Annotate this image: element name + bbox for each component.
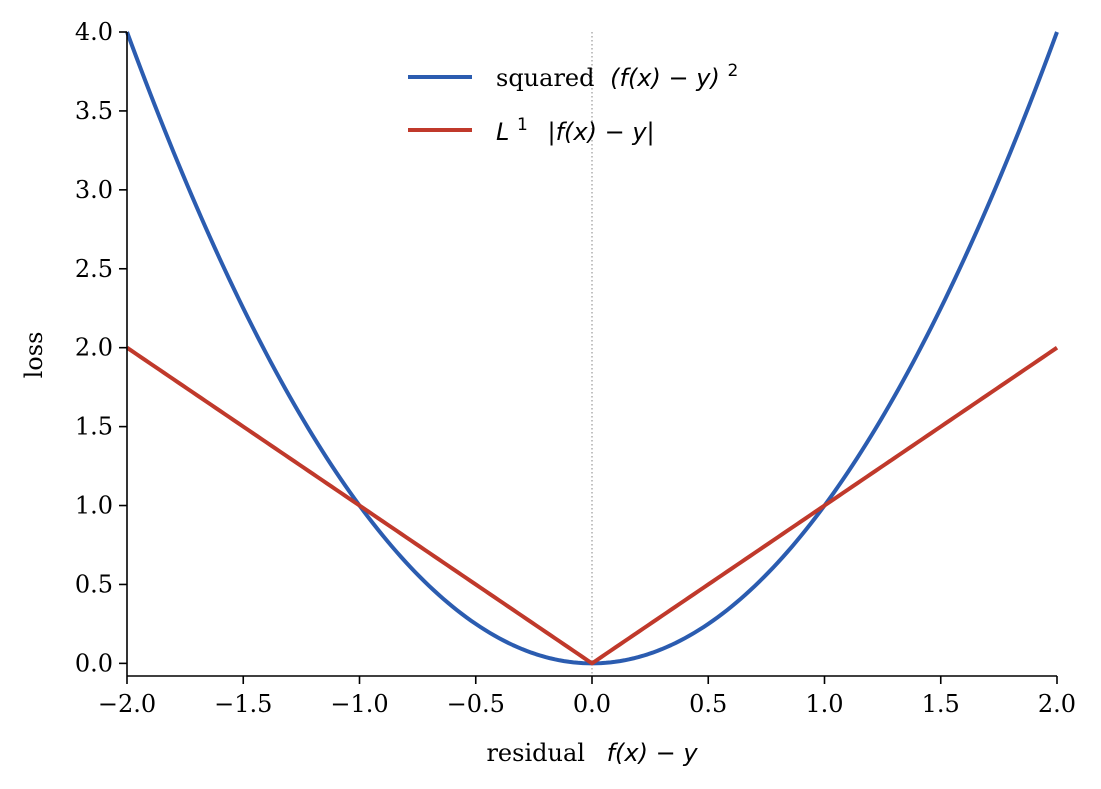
x-tick-label: 0.0	[573, 690, 611, 718]
y-tick-label: 0.5	[75, 570, 113, 598]
x-axis-title: residual f(x) − y	[486, 739, 698, 767]
legend-label-squared: squared (f(x) − y) 2	[496, 61, 738, 92]
x-tick-label: −1.0	[330, 690, 388, 718]
x-tick-label: −1.5	[214, 690, 272, 718]
legend-squared-math: (f(x) − y)	[610, 64, 720, 92]
x-axis-title-math: f(x) − y	[607, 739, 699, 767]
x-axis-title-text: residual	[486, 739, 584, 767]
y-tick-label: 0.0	[75, 649, 113, 677]
y-tick-label: 1.5	[75, 413, 113, 441]
y-tick-label: 4.0	[75, 18, 113, 46]
x-tick-label: −0.5	[447, 690, 505, 718]
x-tick-label: 0.5	[689, 690, 727, 718]
plot-area	[125, 31, 1059, 676]
x-tick-label: 1.5	[922, 690, 960, 718]
legend-squared-prefix: squared	[496, 64, 594, 92]
legend-l1-L: L	[496, 118, 509, 146]
y-tick-label: 3.0	[75, 176, 113, 204]
y-tick-label: 2.0	[75, 334, 113, 362]
ticks: −2.0 −1.5 −1.0 −0.5 0.0 0.5 1.0 1.5 2.0 0.0 0.5 1.0…	[75, 18, 1076, 718]
legend-squared-sup: 2	[727, 61, 738, 81]
x-tick-label: −2.0	[98, 690, 156, 718]
x-tick-label: 1.0	[805, 690, 843, 718]
legend-label-l1: L 1 |f(x) − y|	[496, 115, 655, 146]
y-axis-title: loss	[20, 332, 48, 379]
y-tick-label: 2.5	[75, 255, 113, 283]
y-tick-label: 1.0	[75, 492, 113, 520]
legend: squared (f(x) − y) 2 L 1 |f(x) − y|	[408, 61, 738, 146]
legend-l1-sup: 1	[517, 115, 528, 135]
legend-l1-math: |f(x) − y|	[547, 118, 654, 146]
y-tick-label: 3.5	[75, 97, 113, 125]
series-line-l1	[125, 346, 1059, 666]
x-tick-label: 2.0	[1038, 690, 1076, 718]
